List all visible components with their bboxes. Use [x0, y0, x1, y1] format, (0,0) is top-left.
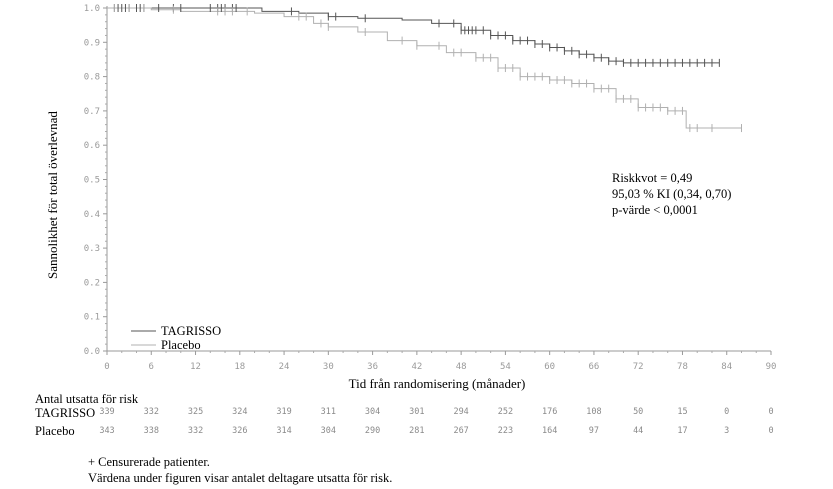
risk-value: 0 — [768, 426, 774, 436]
risk-value: 304 — [320, 426, 337, 436]
y-tick-label: 0.9 — [84, 38, 100, 48]
risk-value: 338 — [143, 426, 159, 436]
y-tick-label: 0.6 — [84, 141, 100, 151]
risk-value: 97 — [588, 426, 600, 436]
risk-value: 343 — [99, 426, 115, 436]
y-tick-label: 0.0 — [84, 347, 100, 357]
risk-value: 15 — [677, 407, 688, 417]
x-tick-label: 0 — [104, 362, 109, 372]
risk-value: 164 — [541, 426, 558, 436]
x-tick-label: 12 — [190, 362, 201, 372]
risk-value: 332 — [187, 426, 204, 436]
x-tick-label: 84 — [721, 362, 732, 372]
legend-label-placebo: Placebo — [161, 338, 201, 352]
km-curve-tagrisso — [107, 7, 720, 64]
risk-value: 252 — [497, 407, 514, 417]
y-axis-title: Sannolikhet för total överlevnad — [45, 111, 60, 279]
risk-value: 314 — [276, 426, 292, 436]
legend-label-tagrisso: TAGRISSO — [161, 324, 221, 338]
y-tick-label: 0.4 — [84, 210, 100, 220]
risk-value: 339 — [99, 407, 115, 417]
x-tick-label: 54 — [500, 362, 511, 372]
x-tick-label: 48 — [456, 362, 467, 372]
p-value: p-värde < 0,0001 — [612, 203, 698, 217]
y-tick-label: 0.1 — [84, 313, 100, 323]
y-tick-label: 0.3 — [84, 244, 100, 254]
risk-value: 223 — [497, 426, 514, 436]
risk-value: 332 — [143, 407, 159, 417]
risk-value: 294 — [453, 407, 469, 417]
risk-value: 281 — [409, 426, 425, 436]
x-tick-label: 72 — [633, 362, 644, 372]
x-tick-label: 42 — [411, 362, 422, 372]
y-tick-label: 0.8 — [84, 73, 100, 83]
risk-value: 304 — [364, 407, 381, 417]
risk-value: 319 — [276, 407, 292, 417]
risk-value: 267 — [453, 426, 469, 436]
x-axis-title: Tid från randomisering (månader) — [349, 376, 526, 391]
risk-value: 324 — [232, 407, 248, 417]
stats-annotation: Riskkvot = 0,49 95,03 % KI (0,34, 0,70) … — [612, 170, 731, 218]
risk-value: 176 — [541, 407, 558, 417]
x-tick-label: 6 — [149, 362, 154, 372]
risk-value: 0 — [724, 407, 730, 417]
tick-layer: 0.0 0.1 0.2 0.3 0.4 0.5 0.6 0.7 0.8 0.9 1.0 0 6 12 18 2… — [84, 4, 777, 372]
x-tick-label: 60 — [544, 362, 555, 372]
x-tick-label: 66 — [589, 362, 600, 372]
y-tick-label: 0.5 — [84, 176, 100, 186]
risk-value: 50 — [633, 407, 644, 417]
legend: TAGRISSO Placebo — [131, 324, 221, 352]
km-curve-placebo — [107, 7, 742, 129]
hazard-ratio: Riskkvot = 0,49 — [612, 171, 693, 185]
x-tick-label: 36 — [367, 362, 378, 372]
risk-value: 290 — [364, 426, 381, 436]
risk-table-title: Antal utsatta för risk — [35, 392, 139, 406]
y-tick-label: 0.7 — [84, 107, 100, 117]
risk-value: 3 — [724, 426, 730, 436]
y-tick-label: 1.0 — [84, 4, 100, 14]
confidence-interval: 95,03 % KI (0,34, 0,70) — [612, 187, 732, 201]
x-tick-label: 24 — [279, 362, 290, 372]
risk-value: 108 — [586, 407, 602, 417]
risk-value: 301 — [409, 407, 425, 417]
y-tick-label: 0.2 — [84, 278, 100, 288]
risk-value: 311 — [320, 407, 337, 417]
x-tick-label: 90 — [766, 362, 777, 372]
x-tick-label: 18 — [234, 362, 245, 372]
censor-marks-layer — [113, 4, 742, 133]
x-tick-label: 78 — [677, 362, 688, 372]
axes — [106, 6, 771, 352]
risk-value: 325 — [187, 407, 204, 417]
risk-value: 17 — [677, 426, 688, 436]
risk-value: 326 — [232, 426, 248, 436]
x-tick-label: 30 — [323, 362, 334, 372]
risk-row-label-tagrisso: TAGRISSO — [35, 406, 96, 420]
risk-value: 0 — [768, 407, 774, 417]
risk-value: 44 — [633, 426, 644, 436]
curves-layer — [107, 7, 742, 129]
footnote-censored: + Censurerade patienter. — [88, 455, 210, 469]
risk-row-label-placebo: Placebo — [35, 424, 75, 438]
footnote-risk-note: Värdena under figuren visar antalet delt… — [88, 471, 393, 485]
